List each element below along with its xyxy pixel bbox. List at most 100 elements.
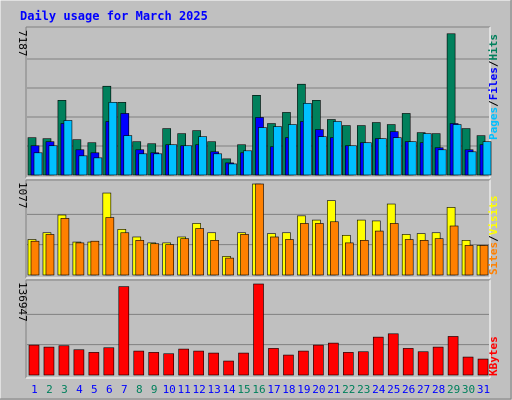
sites-bar (419, 240, 429, 276)
legend-sep: / (487, 235, 500, 242)
kbytes-bar (387, 333, 399, 376)
bars-group (28, 283, 489, 376)
sites-bar (105, 217, 115, 276)
kbytes-bar (28, 344, 40, 376)
pages-bar (377, 138, 387, 176)
pages-bar (48, 145, 58, 176)
day-label: 18 (282, 383, 295, 396)
day-label: 17 (267, 383, 280, 396)
legend-kbytes: KBytes (487, 336, 500, 376)
kbytes-bar (178, 348, 189, 376)
kbytes-bar (268, 348, 279, 376)
day-label: 31 (477, 383, 490, 396)
day-label: 22 (342, 383, 355, 396)
legend-sep: / (487, 60, 500, 67)
pages-bar (422, 133, 432, 176)
sites-bar (434, 238, 444, 276)
legend-sep: / (487, 100, 500, 107)
kbytes-bar (223, 360, 234, 376)
sites-bar (165, 244, 175, 276)
sites-bar (180, 238, 189, 276)
pages-bar (273, 126, 282, 176)
kbytes-bar (163, 353, 175, 376)
kbytes-bar (73, 349, 85, 376)
pages-bar (437, 149, 447, 176)
day-label: 21 (327, 383, 340, 396)
sites-bar (404, 239, 414, 276)
kbytes-panel (25, 279, 491, 379)
legend-visits: Visits (487, 196, 500, 236)
sites-bar (389, 223, 399, 276)
kbytes-bar (432, 346, 444, 376)
pages-bar (123, 135, 133, 176)
pages-bar (318, 136, 327, 176)
day-label: 29 (447, 383, 460, 396)
y-max-label-visits: 1077 (16, 182, 29, 209)
sites-bar (150, 243, 160, 276)
pages-bar (303, 103, 312, 176)
kbytes-bar (298, 350, 309, 376)
day-label: 20 (312, 383, 325, 396)
hits-files-pages-panel (25, 26, 492, 179)
sites-bar (330, 221, 339, 276)
pages-bar (228, 163, 237, 176)
y-max-label-hits: 7187 (16, 30, 29, 57)
sites-bar (240, 234, 249, 276)
pages-bar (258, 127, 267, 176)
sites-bar (479, 245, 489, 276)
day-label: 30 (462, 383, 475, 396)
sites-bar (449, 225, 459, 276)
kbytes-bar (328, 342, 339, 376)
pages-bar (183, 145, 192, 176)
day-label: 4 (76, 383, 83, 396)
kbytes-bar (447, 336, 459, 376)
pages-bar (407, 141, 417, 176)
pages-bar (198, 136, 207, 176)
sites-bar (359, 240, 369, 276)
sites-bar (270, 236, 279, 276)
day-label: 28 (432, 383, 445, 396)
day-label: 24 (372, 383, 386, 396)
day-label: 3 (61, 383, 68, 396)
day-label: 19 (297, 383, 310, 396)
day-label: 7 (121, 383, 128, 396)
day-label: 27 (417, 383, 430, 396)
sites-bar (30, 240, 40, 276)
day-label: 11 (178, 383, 191, 396)
kbytes-bar (208, 352, 219, 376)
pages-bar (288, 124, 297, 176)
pages-bar (33, 152, 43, 176)
kbytes-bar (343, 352, 354, 376)
day-label: 12 (193, 383, 206, 396)
day-label: 25 (387, 383, 400, 396)
day-label: 8 (136, 383, 143, 396)
day-label: 1 (31, 383, 38, 396)
pages-bar (168, 144, 178, 176)
legend-sites: Sites (487, 242, 500, 275)
sites-bar (45, 234, 55, 276)
kbytes-bar (283, 354, 294, 376)
day-label: 13 (207, 383, 220, 396)
kbytes-bar (88, 352, 100, 376)
kbytes-bar (133, 350, 145, 376)
pages-bar (467, 151, 477, 176)
sites-bar (345, 242, 354, 276)
y-max-label-kbytes: 136947 (16, 282, 29, 322)
pages-bar (348, 145, 357, 176)
day-label: 23 (357, 383, 370, 396)
kbytes-bar (313, 344, 324, 376)
legend-middle: Sites/Visits (487, 196, 500, 276)
sites-bar (60, 218, 70, 276)
pages-bar (108, 102, 118, 176)
pages-bar (362, 142, 372, 176)
chart-title: Daily usage for March 2025 (20, 9, 208, 23)
kbytes-bar (417, 351, 429, 376)
day-label: 2 (46, 383, 53, 396)
kbytes-bar (58, 345, 70, 376)
pages-bar (213, 153, 222, 176)
kbytes-bar (402, 348, 414, 376)
kbytes-bar (238, 352, 249, 376)
sites-bar (90, 240, 100, 276)
day-label: 14 (222, 383, 236, 396)
day-label: 9 (151, 383, 158, 396)
